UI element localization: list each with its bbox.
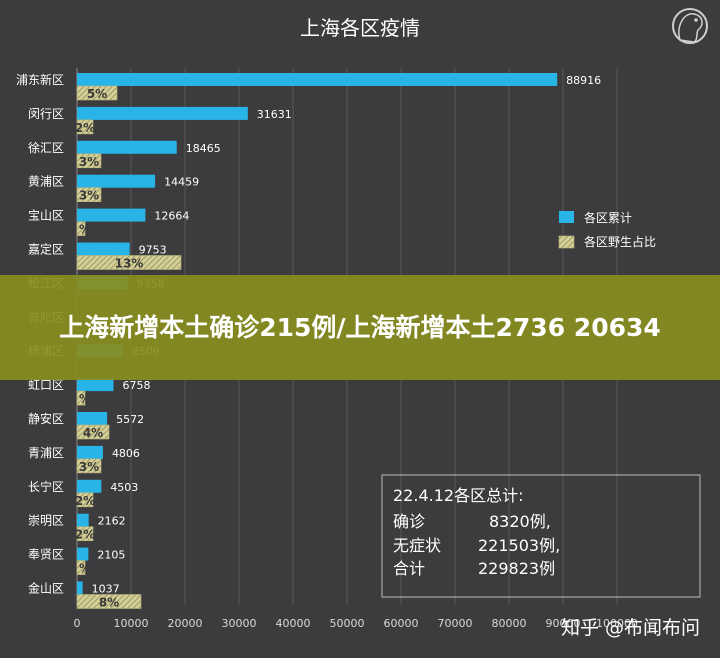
bar-ratio bbox=[76, 187, 102, 202]
category-label: 金山区 bbox=[28, 581, 64, 596]
bar-ratio bbox=[76, 560, 86, 575]
watermark: 知乎 @布闻布问 bbox=[560, 617, 700, 639]
bar-total-value: 31631 bbox=[257, 108, 292, 121]
bar-total-value: 4503 bbox=[110, 481, 138, 494]
total-summary-box: 22.4.12各区总计: 确诊 8320例, 无症状 221503例, 合计 2… bbox=[381, 474, 701, 598]
bar-total bbox=[77, 174, 156, 188]
bar-ratio bbox=[76, 526, 94, 542]
bar-ratio bbox=[76, 255, 182, 270]
bar-total bbox=[77, 208, 146, 222]
x-tick-label: 40000 bbox=[276, 617, 311, 630]
x-tick-label: 20000 bbox=[168, 617, 203, 630]
bar-total-value: 5572 bbox=[116, 413, 144, 426]
bar-ratio-label: 2% bbox=[75, 121, 95, 135]
x-tick-label: 50000 bbox=[330, 617, 365, 630]
bar-total-value: 1037 bbox=[92, 583, 120, 596]
bar-total-value: 2105 bbox=[97, 549, 125, 562]
bar-ratio bbox=[76, 390, 86, 406]
x-tick-label: 0 bbox=[74, 617, 81, 630]
x-tick-label: 90000 bbox=[546, 617, 581, 630]
bar-total bbox=[77, 445, 103, 459]
category-label: 长宁区 bbox=[28, 479, 64, 494]
bar-ratio-label: 2% bbox=[75, 528, 95, 542]
headline-text: 上海新增本土确诊215例/上海新增本土2736 20634 bbox=[59, 312, 661, 342]
x-tick-label: 80000 bbox=[492, 617, 527, 630]
bar-ratio-label: 3% bbox=[79, 189, 99, 203]
bar-total bbox=[77, 581, 83, 595]
summary-value-total: 229823例 bbox=[478, 559, 555, 578]
category-label: 浦东新区 bbox=[16, 72, 64, 87]
bar-ratio-label: 8% bbox=[99, 596, 119, 610]
bar-ratio bbox=[76, 492, 94, 508]
bar-total-value: 88916 bbox=[566, 74, 601, 87]
chart-title: 上海各区疫情 bbox=[300, 16, 420, 40]
summary-box-border bbox=[381, 474, 701, 598]
bar-total bbox=[77, 378, 114, 392]
bar-ratio-label: 2% bbox=[75, 494, 95, 508]
bar-ratio-label: 13% bbox=[115, 257, 144, 271]
headline-banner: 上海新增本土确诊215例/上海新增本土2736 20634 bbox=[0, 275, 720, 380]
category-label: 宝山区 bbox=[28, 209, 64, 223]
bar-ratio-label: 5% bbox=[87, 87, 107, 101]
bar-total-value: 2162 bbox=[98, 515, 126, 528]
bar-total bbox=[77, 140, 177, 154]
category-label: 静安区 bbox=[28, 411, 64, 426]
bar-total bbox=[77, 412, 108, 425]
category-label: 青浦区 bbox=[28, 446, 64, 460]
summary-label-total: 合计 bbox=[393, 559, 425, 578]
x-tick-label: 100000 bbox=[596, 617, 638, 630]
bar-total-value: 14459 bbox=[164, 176, 199, 189]
bar-ratio-label: 3% bbox=[79, 460, 99, 474]
bar-total-value: 6758 bbox=[122, 379, 150, 392]
summary-value-asymptomatic: 221503例, bbox=[478, 536, 560, 555]
bar-total bbox=[77, 242, 130, 256]
category-label: 崇明区 bbox=[28, 514, 64, 528]
bar-ratio bbox=[76, 153, 102, 169]
bar-ratio bbox=[76, 119, 94, 135]
bar-total-value: 12664 bbox=[154, 210, 189, 223]
summary-label-asymptomatic: 无症状 bbox=[393, 536, 441, 555]
x-tick-label: 10000 bbox=[114, 617, 149, 630]
category-label: 虹口区 bbox=[28, 378, 64, 392]
bar-total bbox=[77, 106, 248, 120]
bar-ratio-label: % bbox=[79, 562, 91, 576]
summary-label-confirmed: 确诊 bbox=[393, 512, 425, 531]
bar-ratio-label: 4% bbox=[83, 426, 103, 440]
x-tick-label: 60000 bbox=[384, 617, 419, 630]
bar-total-value: 4806 bbox=[112, 447, 140, 460]
summary-heading: 22.4.12各区总计: bbox=[393, 486, 523, 505]
bar-total bbox=[77, 479, 102, 493]
bar-ratio bbox=[76, 594, 142, 609]
bar-ratio bbox=[76, 424, 110, 440]
category-label: 徐汇区 bbox=[28, 140, 64, 155]
bar-ratio bbox=[76, 85, 118, 101]
bar-total bbox=[77, 73, 558, 86]
legend-label-total: 各区累计 bbox=[584, 210, 632, 225]
bar-ratio bbox=[76, 221, 86, 236]
legend-swatch-ratio bbox=[558, 235, 575, 249]
parrot-logo bbox=[672, 8, 708, 44]
bar-total bbox=[77, 513, 89, 527]
bar-ratio-label: % bbox=[79, 392, 91, 406]
category-label: 嘉定区 bbox=[28, 242, 64, 257]
x-tick-label: 30000 bbox=[222, 617, 257, 630]
category-label: 黄浦区 bbox=[28, 175, 64, 189]
x-tick-labels: 0 10000 20000 30000 40000 50000 60000 70000 8000… bbox=[74, 617, 639, 630]
category-label: 闵行区 bbox=[28, 106, 64, 121]
category-label: 奉贤区 bbox=[28, 548, 64, 562]
legend-swatch-total bbox=[559, 211, 574, 223]
legend-label-ratio: 各区野生占比 bbox=[584, 234, 656, 249]
bar-total-value: 9753 bbox=[139, 244, 167, 257]
bar-total-value: 18465 bbox=[186, 142, 221, 155]
bar-ratio bbox=[76, 458, 102, 474]
summary-value-confirmed: 8320例, bbox=[489, 512, 551, 531]
legend: 各区累计 各区野生占比 bbox=[558, 210, 656, 249]
bar-ratio-label: % bbox=[79, 223, 91, 237]
bar-total bbox=[77, 547, 89, 561]
x-tick-label: 70000 bbox=[438, 617, 473, 630]
bar-ratio-label: 3% bbox=[79, 155, 99, 169]
